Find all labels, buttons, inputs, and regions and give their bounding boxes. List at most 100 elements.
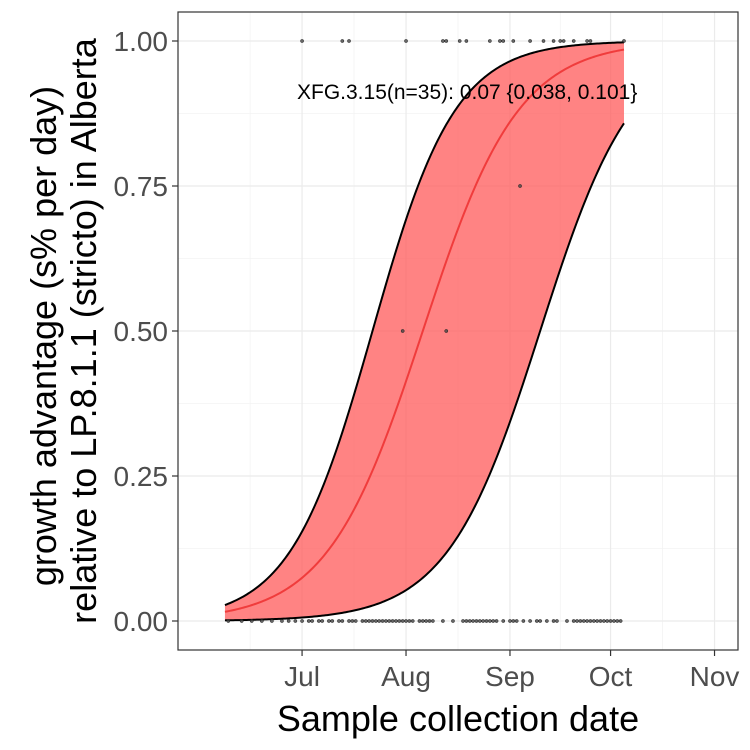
y-axis-title-line-1: growth advantage (s% per day) [23, 86, 64, 586]
data-point [417, 619, 422, 623]
upper-bound-line [224, 41, 625, 606]
y-tick-label: 0.00 [114, 606, 169, 637]
data-point [585, 619, 589, 623]
data-point [353, 619, 358, 623]
data-point [380, 619, 385, 623]
x-tick-label: Oct [589, 661, 633, 692]
y-axis-title: growth advantage (s% per day) relative t… [23, 37, 104, 624]
data-point [585, 39, 589, 43]
data-point [471, 619, 475, 623]
data-point [484, 619, 489, 623]
data-point [538, 619, 543, 623]
data-point [431, 619, 435, 623]
data-point [477, 619, 482, 623]
lower-bound-line [224, 122, 625, 622]
data-point [467, 619, 472, 623]
data-point [444, 329, 449, 333]
data-point [501, 619, 506, 623]
data-point [347, 619, 351, 623]
x-tick-label: Jul [284, 661, 320, 692]
data-point [528, 619, 532, 623]
data-point [511, 619, 516, 623]
data-point [461, 619, 465, 623]
data-point [561, 39, 566, 43]
data-point [464, 619, 469, 623]
data-point [370, 619, 375, 623]
data-point [481, 619, 485, 623]
data-point [464, 39, 469, 43]
data-point [293, 619, 298, 623]
data-point [588, 619, 593, 623]
data-point [239, 619, 244, 623]
data-point [420, 619, 425, 623]
data-point [615, 619, 620, 623]
data-point [424, 619, 428, 623]
fit-line [224, 48, 625, 613]
data-point [571, 39, 576, 43]
data-point [300, 619, 304, 623]
data-point [618, 619, 623, 623]
data-point [501, 39, 506, 43]
data-point [249, 619, 254, 623]
y-tick-label: 0.75 [114, 171, 169, 202]
y-axis: 0.00 0.25 0.50 0.75 1.00 [114, 26, 178, 637]
data-point [444, 39, 449, 43]
data-point [360, 619, 365, 623]
data-point [518, 184, 522, 188]
data-point [591, 619, 596, 623]
data-point [404, 619, 408, 623]
data-point [373, 619, 378, 623]
x-tick-label: Nov [690, 661, 740, 692]
data-point [545, 619, 549, 623]
data-point [384, 619, 388, 623]
data-point [327, 619, 331, 623]
x-tick-label: Aug [381, 661, 431, 692]
x-axis-title: Sample collection date [277, 698, 639, 739]
data-point [602, 619, 606, 623]
data-point [511, 39, 516, 43]
data-point [337, 619, 341, 623]
data-point [488, 619, 492, 623]
data-point [555, 619, 559, 623]
data-point [400, 619, 405, 623]
data-point [612, 619, 616, 623]
data-point [551, 39, 556, 43]
data-point [491, 619, 496, 623]
y-tick-label: 0.25 [114, 461, 169, 492]
ribbon-layer [224, 41, 625, 622]
y-tick-label: 1.00 [114, 26, 169, 57]
data-point [598, 619, 603, 623]
data-point [521, 619, 526, 623]
data-point [551, 619, 556, 623]
data-point [494, 619, 499, 623]
data-point [404, 39, 408, 43]
data-point [300, 39, 304, 43]
x-axis: Jul Aug Sep Oct Nov [284, 650, 739, 692]
data-point [226, 619, 231, 623]
data-point [498, 39, 502, 43]
data-point [259, 619, 264, 623]
data-point [595, 619, 600, 623]
data-point [608, 619, 613, 623]
data-point [387, 619, 392, 623]
annotation-label: XFG.3.15(n=35): 0.07 {0.038, 0.101} [297, 81, 637, 104]
y-axis-title-line-2: relative to LP.8.1.1 (stricto) in Albert… [63, 37, 104, 624]
data-point [514, 619, 519, 623]
data-point [363, 619, 368, 623]
data-point [457, 39, 462, 43]
data-point [310, 619, 314, 623]
data-point [394, 619, 398, 623]
data-point [367, 619, 371, 623]
data-point [377, 619, 382, 623]
data-point [407, 619, 412, 623]
x-tick-label: Sep [485, 661, 535, 692]
data-point [316, 619, 321, 623]
data-point [270, 619, 274, 623]
data-point [575, 619, 579, 623]
data-point [451, 619, 455, 623]
data-point [320, 619, 325, 623]
data-point [427, 619, 432, 623]
data-point [581, 619, 586, 623]
data-point [441, 39, 445, 43]
data-point [474, 619, 479, 623]
